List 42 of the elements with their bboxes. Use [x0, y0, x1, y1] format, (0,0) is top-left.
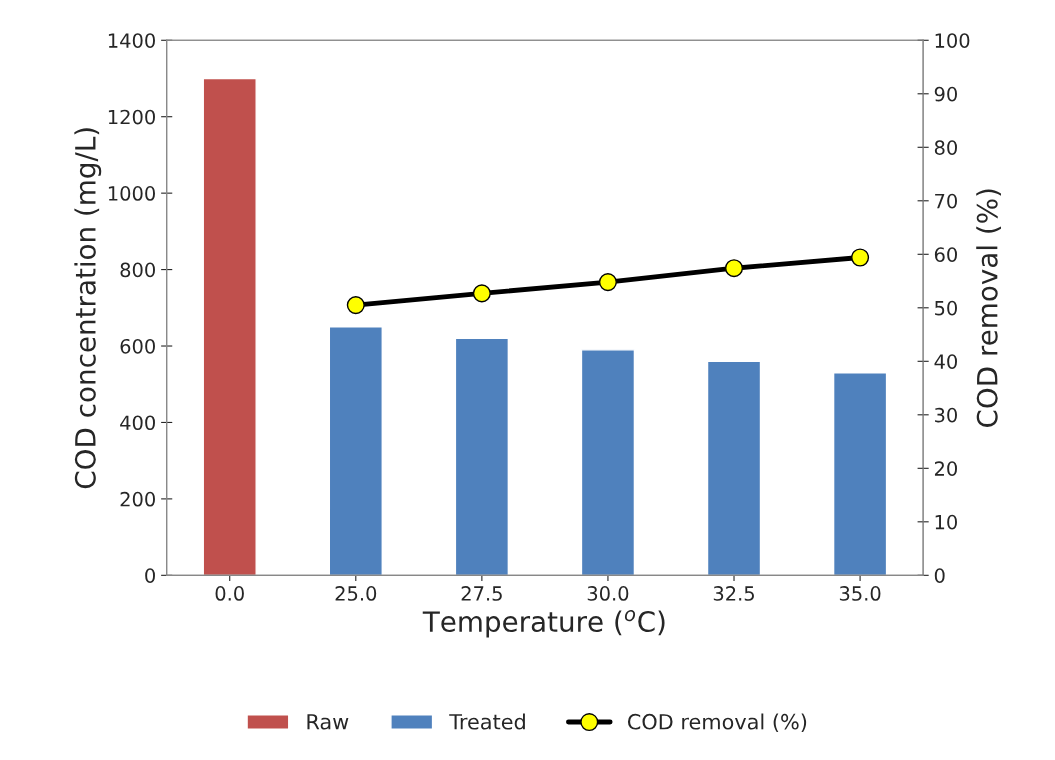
bar: [454, 337, 510, 576]
x-tick-label: 27.5: [461, 586, 502, 601]
bar: [706, 360, 762, 576]
bar: [832, 372, 888, 576]
x-tick-label: 35.0: [839, 586, 881, 601]
y2-tick-label: 30: [935, 407, 957, 423]
y-tick-label: 800: [120, 262, 155, 278]
bar: [328, 326, 383, 576]
bar: [580, 349, 636, 576]
point: [724, 259, 744, 278]
y-tick-label: 0: [145, 568, 155, 583]
x-axis-title: Temperature ($^{o}$C): [422, 610, 665, 638]
y-tick-label: 1200: [108, 109, 155, 125]
y-tick-label: 400: [120, 415, 155, 431]
y2-tick-label: 20: [934, 461, 957, 476]
y2-tick-label: 40: [934, 354, 957, 369]
y2-tick-label: 100: [935, 33, 970, 48]
y2-axis-title: COD removal (%): [976, 189, 1001, 427]
legend-label: COD removal (%): [627, 713, 807, 733]
y2-tick-label: 70: [935, 193, 957, 209]
legend-label: Raw: [307, 714, 349, 730]
x-tick-label: 25.0: [335, 586, 377, 601]
y2-tick-label: 50: [935, 300, 957, 316]
y-tick-label: 1400: [108, 33, 155, 48]
x-tick-label: 32.5: [713, 586, 754, 601]
point: [851, 248, 870, 267]
y2-tick-label: 90: [934, 86, 957, 102]
y2-tick-label: 10: [935, 514, 957, 530]
point: [598, 273, 617, 292]
y-tick-label: 1000: [108, 186, 155, 201]
legend-label: Treated: [449, 713, 525, 730]
y2-tick-label: 60: [934, 247, 957, 262]
y-tick-label: 200: [120, 491, 155, 507]
y-tick-label: 600: [120, 338, 155, 354]
x-tick-label: 0.0: [215, 586, 244, 601]
bar: [202, 77, 257, 576]
y2-tick-label: 80: [934, 140, 957, 155]
point: [472, 284, 491, 303]
y2-tick-label: 0: [934, 568, 945, 583]
x-tick-label: 30.0: [587, 586, 629, 601]
point: [346, 296, 365, 315]
y-axis-title: COD concentration (mg/L): [74, 128, 102, 489]
